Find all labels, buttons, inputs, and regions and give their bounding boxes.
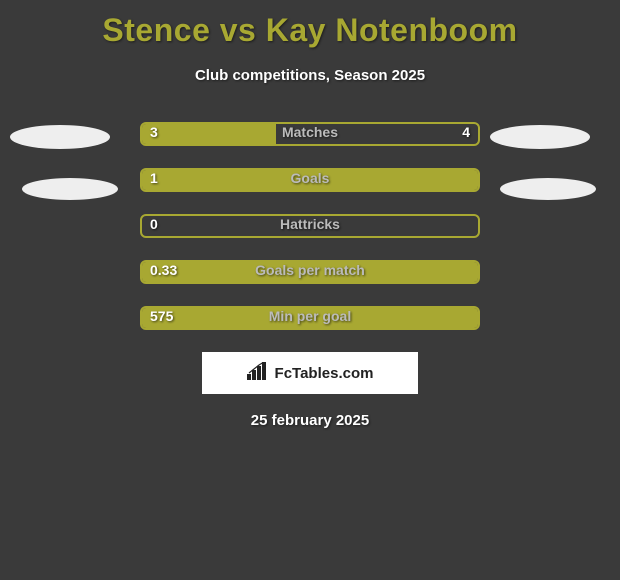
stat-label: Goals per match (140, 262, 480, 278)
stat-label: Hattricks (140, 216, 480, 232)
date-text: 25 february 2025 (0, 412, 620, 429)
placeholder-ellipse (22, 178, 118, 200)
placeholder-ellipse (10, 125, 110, 149)
placeholder-ellipse (500, 178, 596, 200)
stat-label: Goals (140, 170, 480, 186)
stats-area: 34Matches1Goals0Hattricks0.33Goals per m… (0, 122, 620, 330)
stat-row: 575Min per goal (0, 306, 620, 330)
placeholder-ellipse (490, 125, 590, 149)
stat-row: 0.33Goals per match (0, 260, 620, 284)
comparison-subtitle: Club competitions, Season 2025 (0, 67, 620, 84)
stat-label: Matches (140, 124, 480, 140)
stat-label: Min per goal (140, 308, 480, 324)
comparison-title: Stence vs Kay Notenboom (0, 0, 620, 49)
brand-box: FcTables.com (202, 352, 418, 394)
brand-text: FcTables.com (275, 365, 374, 382)
stat-row: 0Hattricks (0, 214, 620, 238)
bar-chart-icon (247, 362, 269, 385)
